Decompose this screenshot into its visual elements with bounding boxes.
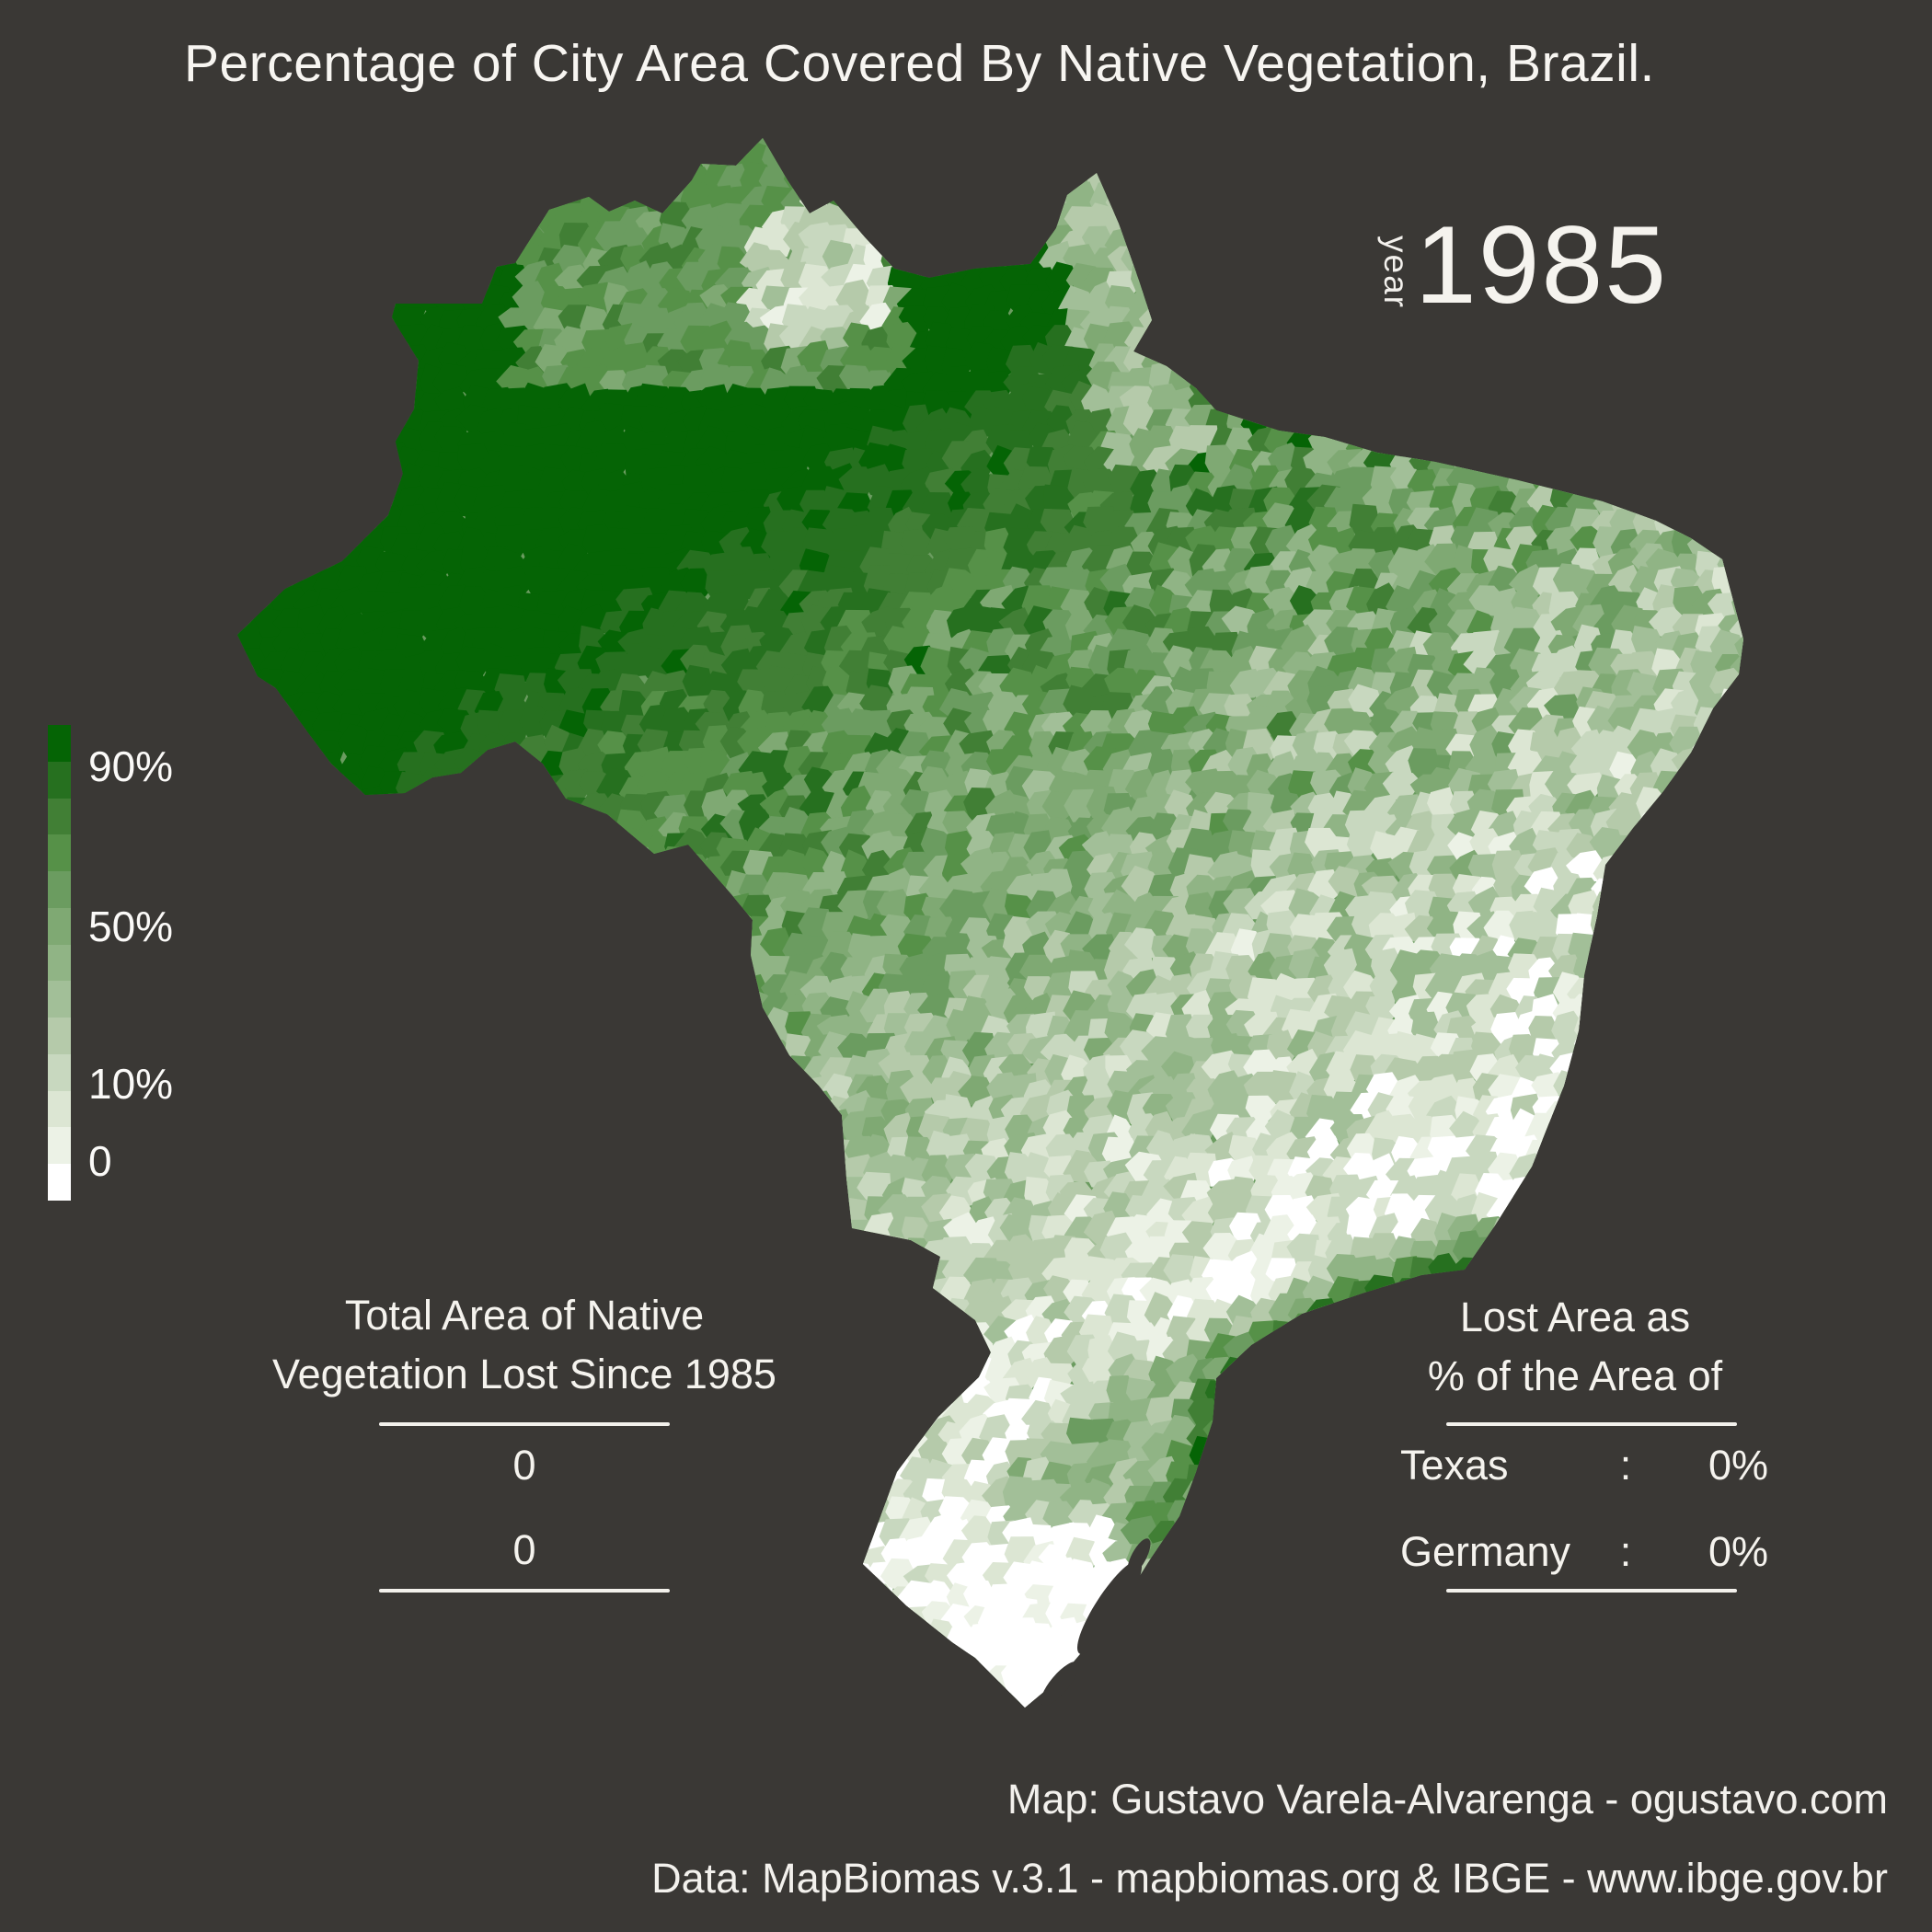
stats-comparison-line1: Lost Area as	[1459, 1294, 1691, 1340]
credit-data-source: Data: MapBiomas v.3.1 - mapbiomas.org & …	[651, 1855, 1888, 1902]
comparison-colon: :	[1619, 1442, 1632, 1489]
legend-label-0: 0	[88, 1137, 112, 1185]
legend-color-bar	[48, 725, 71, 1201]
divider-line	[1446, 1589, 1737, 1593]
year-annotation: year 1985	[1376, 210, 1668, 385]
comparison-value: 0%	[1708, 1528, 1768, 1575]
stats-total-lost-line2: Vegetation Lost Since 1985	[272, 1351, 776, 1397]
comparison-row-texas: Texas : 0%	[1400, 1444, 1768, 1487]
credit-map-author: Map: Gustavo Varela-Alvarenga - ogustavo…	[1006, 1776, 1888, 1823]
divider-line	[379, 1589, 670, 1593]
comparison-row-germany: Germany : 0%	[1400, 1531, 1768, 1573]
stats-total-lost-value1: 0	[512, 1442, 536, 1489]
legend-label-90: 90%	[88, 742, 174, 790]
stats-total-lost: Total Area of Native Vegetation Lost Sin…	[230, 1286, 819, 1571]
comparison-colon: :	[1619, 1528, 1632, 1575]
legend-label-50: 50%	[88, 903, 174, 950]
stats-total-lost-line1: Total Area of Native	[344, 1292, 705, 1339]
stats-comparison-line2: % of the Area of	[1427, 1352, 1723, 1399]
year-value: 1985	[1415, 203, 1668, 327]
divider-line	[379, 1422, 670, 1426]
divider-line	[1446, 1422, 1737, 1426]
stats-total-lost-value2: 0	[512, 1526, 536, 1573]
legend-label-10: 10%	[88, 1060, 174, 1108]
comparison-value: 0%	[1708, 1442, 1768, 1489]
year-label: year	[1377, 236, 1415, 309]
comparison-label: Texas	[1400, 1442, 1509, 1489]
page-title: Percentage of City Area Covered By Nativ…	[184, 34, 1655, 93]
stats-lost-comparison: Lost Area as % of the Area of Texas : 0%…	[1391, 1288, 1768, 1573]
comparison-label: Germany	[1400, 1528, 1571, 1575]
